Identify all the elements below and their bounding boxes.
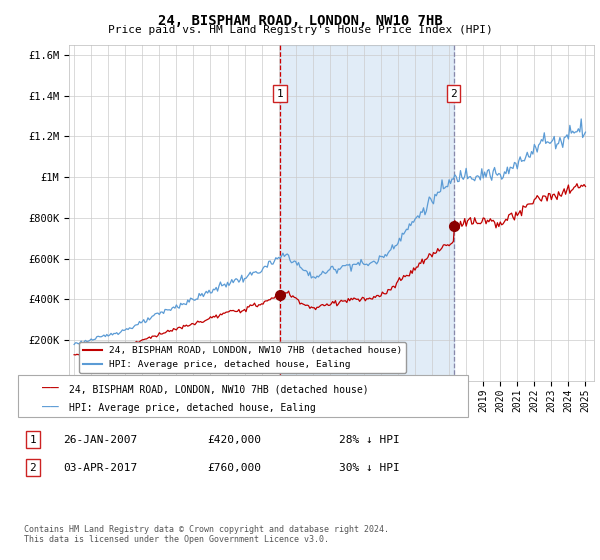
Text: £760,000: £760,000 (207, 463, 261, 473)
Text: 28% ↓ HPI: 28% ↓ HPI (339, 435, 400, 445)
Text: 2: 2 (451, 88, 457, 99)
Text: 30% ↓ HPI: 30% ↓ HPI (339, 463, 400, 473)
Text: Price paid vs. HM Land Registry's House Price Index (HPI): Price paid vs. HM Land Registry's House … (107, 25, 493, 35)
Text: 1: 1 (29, 435, 37, 445)
Text: 24, BISPHAM ROAD, LONDON, NW10 7HB (detached house): 24, BISPHAM ROAD, LONDON, NW10 7HB (deta… (69, 384, 368, 394)
Text: ——: —— (42, 382, 59, 396)
Text: HPI: Average price, detached house, Ealing: HPI: Average price, detached house, Eali… (69, 403, 316, 413)
Text: 26-JAN-2007: 26-JAN-2007 (63, 435, 137, 445)
Bar (280, 45, 454, 381)
Text: £420,000: £420,000 (207, 435, 261, 445)
Text: 2: 2 (29, 463, 37, 473)
Legend: 24, BISPHAM ROAD, LONDON, NW10 7HB (detached house), HPI: Average price, detache: 24, BISPHAM ROAD, LONDON, NW10 7HB (deta… (79, 342, 406, 373)
Text: 1: 1 (277, 88, 283, 99)
Text: Contains HM Land Registry data © Crown copyright and database right 2024.
This d: Contains HM Land Registry data © Crown c… (24, 525, 389, 544)
Text: ——: —— (42, 401, 59, 414)
Text: 24, BISPHAM ROAD, LONDON, NW10 7HB: 24, BISPHAM ROAD, LONDON, NW10 7HB (158, 14, 442, 28)
Text: 03-APR-2017: 03-APR-2017 (63, 463, 137, 473)
